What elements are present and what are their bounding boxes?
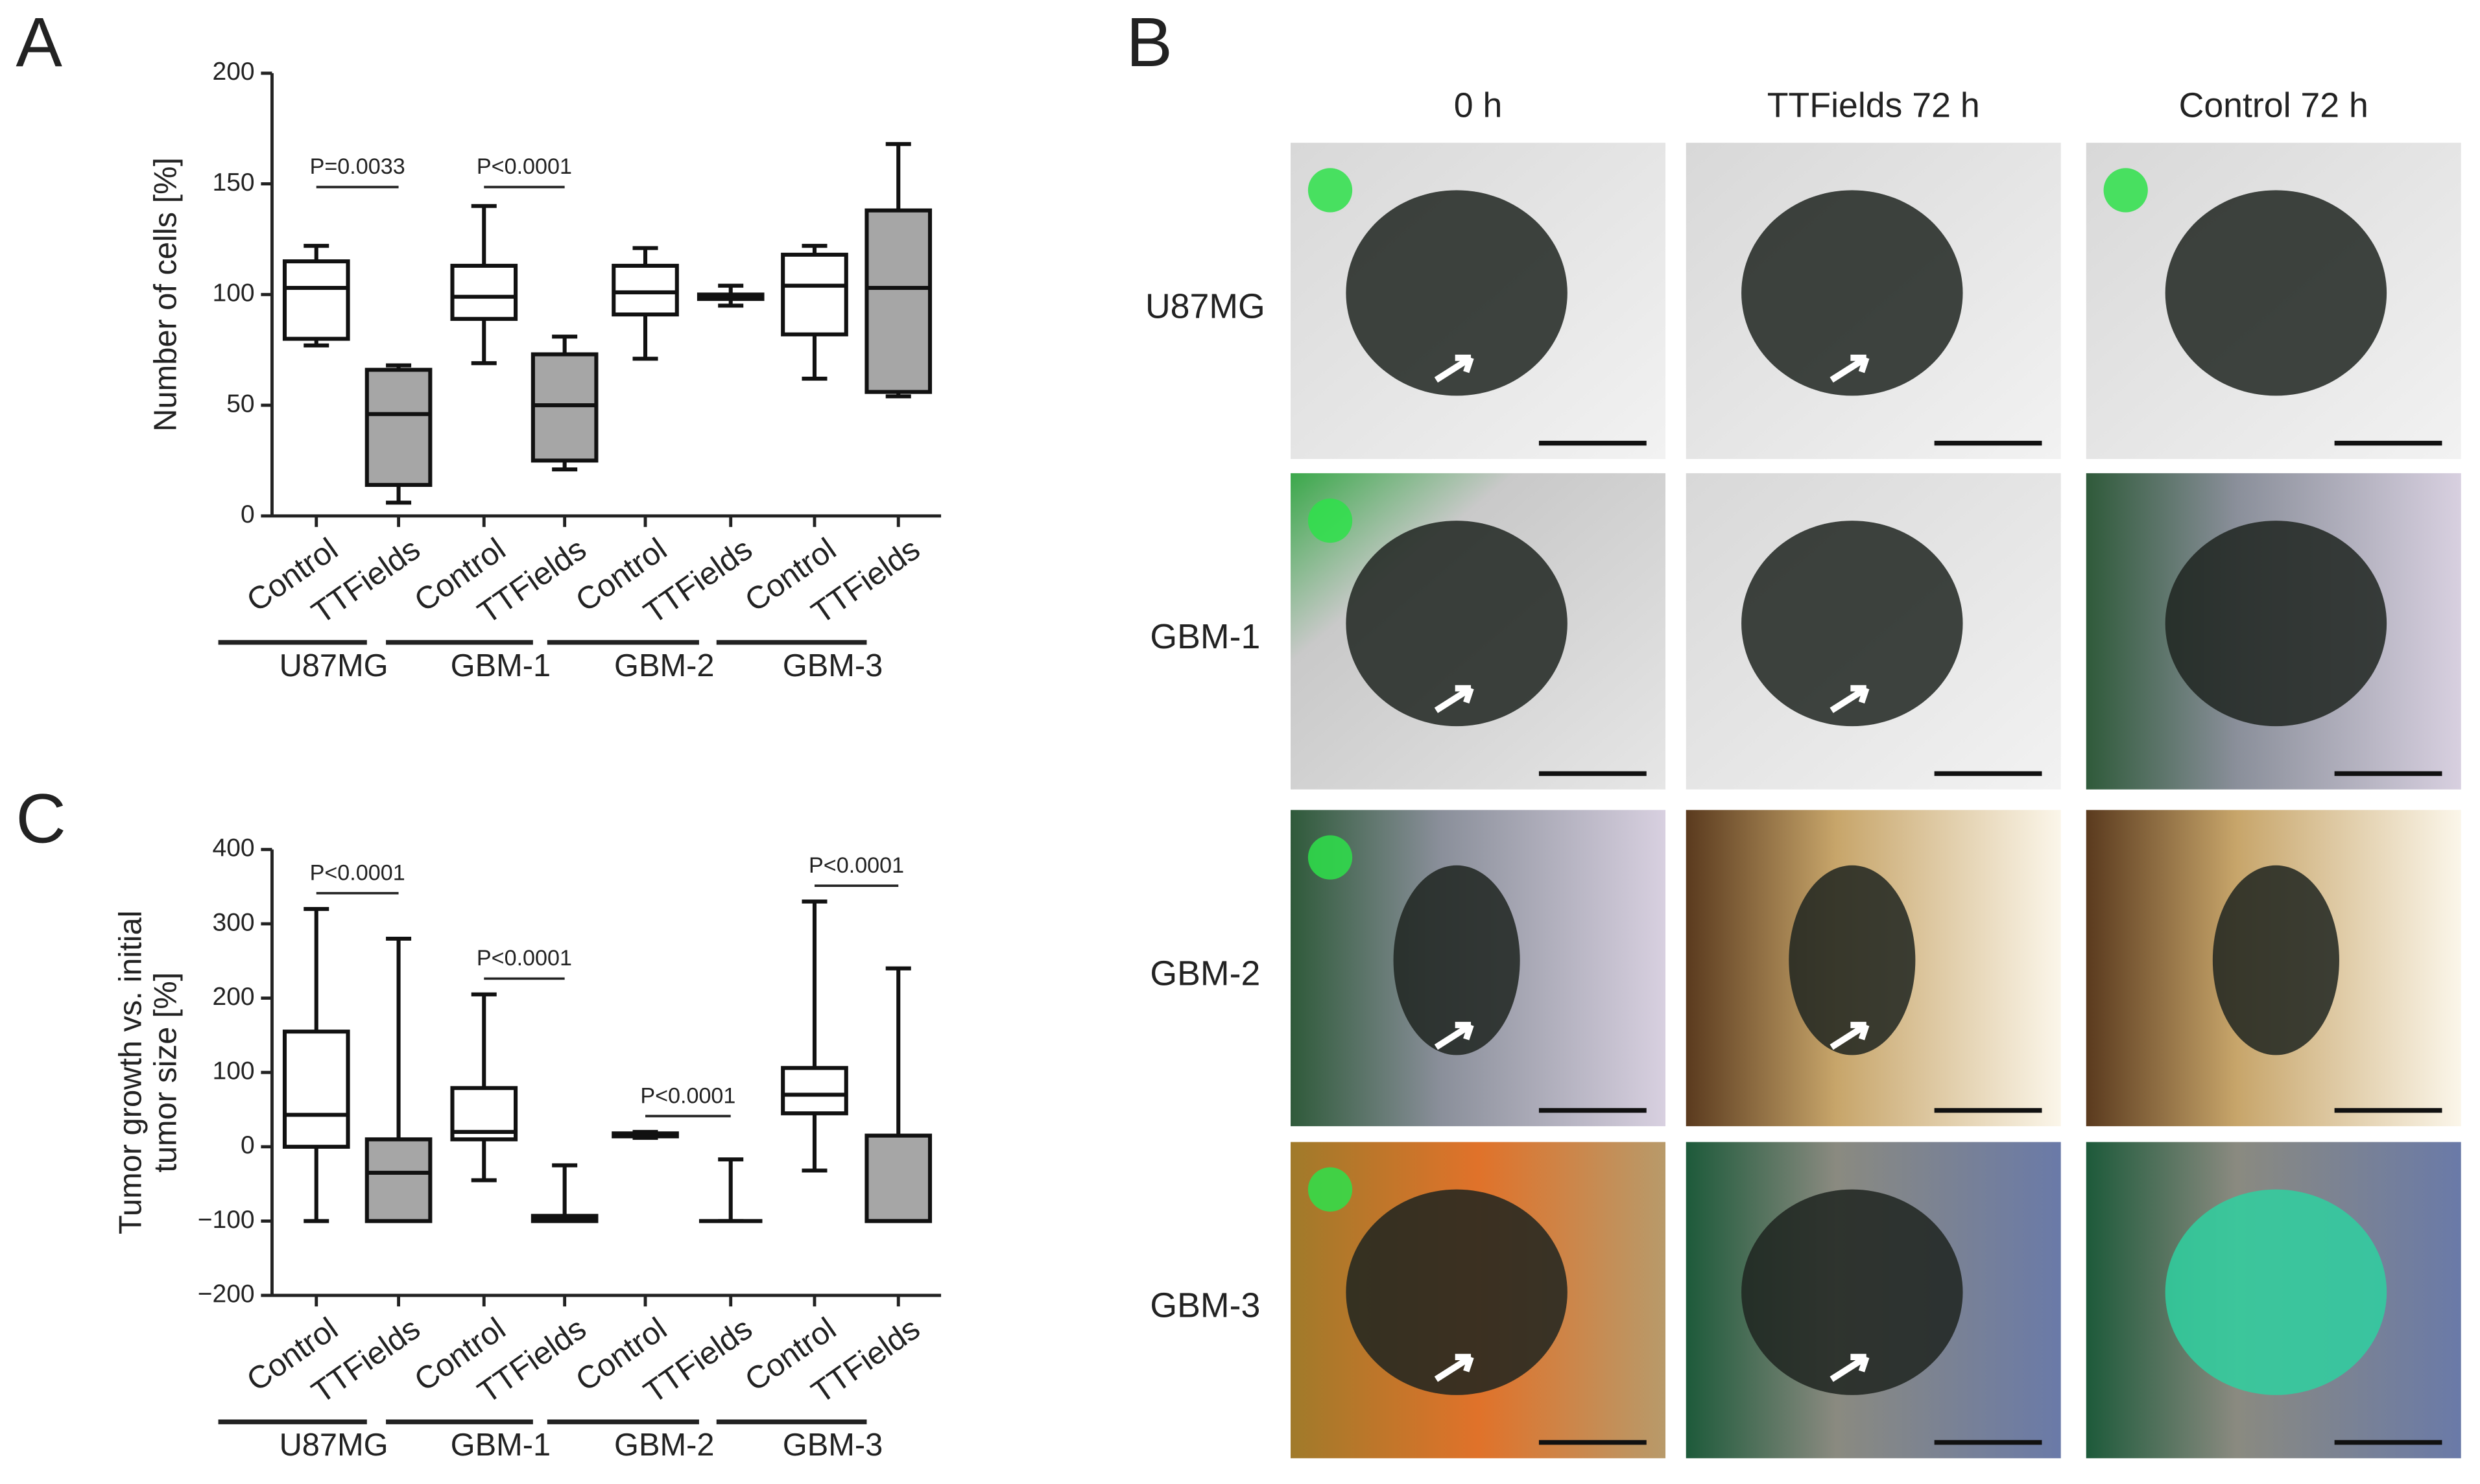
- tumor-spheroid: [2165, 190, 2387, 396]
- group-label: GBM-2: [614, 648, 714, 683]
- y-tick-label: 300: [213, 908, 255, 936]
- y-axis-label: Tumor growth vs. initial: [113, 910, 149, 1234]
- y-axis-label: Number of cells [%]: [148, 158, 183, 432]
- fluorescent-cells: [1307, 498, 1353, 543]
- column-header: Control 72 h: [2179, 86, 2368, 125]
- arrow: [1830, 1354, 1870, 1382]
- group-label: U87MG: [280, 1428, 388, 1463]
- arrow: [1830, 685, 1870, 713]
- box: [864, 208, 933, 394]
- column-header: 0 h: [1454, 86, 1503, 125]
- arrow: [1830, 1022, 1870, 1050]
- p-value: P<0.0001: [477, 946, 572, 971]
- fluorescent-cells: [1307, 168, 1353, 213]
- group-label: GBM-3: [783, 1428, 883, 1463]
- group-label: GBM-1: [451, 1428, 551, 1463]
- y-axis-label: tumor size [%]: [148, 972, 183, 1173]
- y-tick-label: 100: [213, 1057, 255, 1085]
- group-label: GBM-1: [451, 648, 551, 683]
- tumor-spheroid: [1741, 190, 1963, 396]
- fluorescent-cells: [1307, 1167, 1353, 1212]
- y-tick-label: 0: [241, 501, 255, 528]
- row-label: GBM-1: [1150, 617, 1260, 656]
- tumor-spheroid: [2165, 521, 2387, 727]
- tumor-spheroid: [2212, 865, 2339, 1055]
- arrow: [1434, 1022, 1474, 1050]
- p-value: P=0.0033: [310, 154, 405, 179]
- y-tick-label: 150: [213, 169, 255, 196]
- box: [364, 368, 433, 488]
- y-tick-label: 200: [213, 983, 255, 1011]
- y-tick-label: −200: [198, 1280, 255, 1308]
- y-tick-label: 200: [213, 58, 255, 86]
- p-value: P<0.0001: [310, 860, 405, 885]
- fluorescent-cells: [1307, 835, 1353, 880]
- fluorescent-cells: [2103, 168, 2148, 213]
- group-label: GBM-3: [783, 648, 883, 683]
- panel-letter: C: [16, 780, 66, 858]
- p-value: P<0.0001: [477, 154, 572, 179]
- p-value: P<0.0001: [809, 853, 904, 878]
- box: [450, 263, 518, 321]
- tumor-spheroid: [1346, 190, 1568, 396]
- box: [531, 352, 599, 463]
- group-label: U87MG: [280, 648, 388, 683]
- panel-letter: A: [16, 3, 62, 81]
- tumor-spheroid: [1789, 865, 1916, 1055]
- column-header: TTFields 72 h: [1767, 86, 1980, 125]
- arrow: [1830, 355, 1870, 383]
- tumor-spheroid: [1741, 1189, 1963, 1395]
- box: [364, 1137, 433, 1223]
- box: [612, 263, 679, 317]
- tumor-spheroid: [1346, 521, 1568, 727]
- arrow: [1434, 355, 1474, 383]
- p-value: P<0.0001: [640, 1083, 735, 1108]
- y-tick-label: −100: [198, 1206, 255, 1234]
- row-label: U87MG: [1145, 287, 1265, 325]
- box: [864, 1133, 933, 1223]
- box: [282, 1030, 350, 1149]
- y-tick-label: 0: [241, 1131, 255, 1159]
- row-label: GBM-2: [1150, 954, 1260, 993]
- panel-letter: B: [1126, 3, 1173, 81]
- box: [781, 1066, 848, 1116]
- box: [781, 252, 848, 336]
- tumor-spheroid: [1393, 865, 1520, 1055]
- arrow: [1434, 685, 1474, 713]
- tumor-spheroid: [1741, 521, 1963, 727]
- row-label: GBM-3: [1150, 1286, 1260, 1325]
- box: [282, 259, 350, 341]
- y-tick-label: 400: [213, 834, 255, 862]
- arrow: [1434, 1354, 1474, 1382]
- tumor-spheroid: [2165, 1189, 2387, 1395]
- y-tick-label: 50: [226, 390, 254, 418]
- group-label: GBM-2: [614, 1428, 714, 1463]
- micrograph-grid: [1291, 143, 2461, 1459]
- y-tick-label: 100: [213, 279, 255, 307]
- tumor-spheroid: [1346, 1189, 1568, 1395]
